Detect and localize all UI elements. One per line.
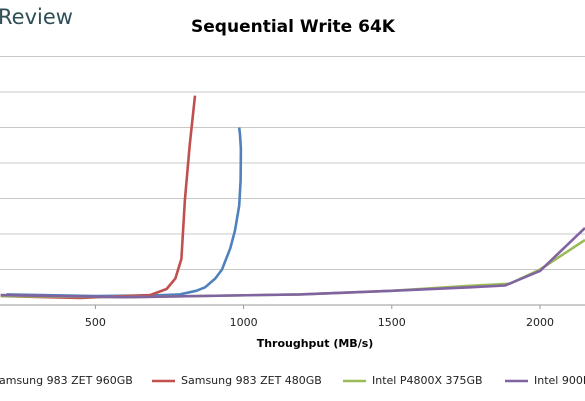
x-axis-title: Throughput (MB/s) xyxy=(257,337,374,350)
legend-label: Intel 900P xyxy=(534,374,585,387)
series-line xyxy=(0,95,197,300)
series-line xyxy=(0,227,585,299)
x-tick-label: 2000 xyxy=(526,316,554,329)
logo: Review xyxy=(0,5,73,29)
series-line xyxy=(0,238,585,299)
chart-title: Sequential Write 64K xyxy=(191,17,396,37)
x-tick-label: 1000 xyxy=(230,316,258,329)
x-tick-label: 1500 xyxy=(378,316,406,329)
legend-label: Intel P4800X 375GB xyxy=(372,374,483,387)
series-line xyxy=(6,127,243,298)
legend-label: Samsung 983 ZET 480GB xyxy=(181,374,322,387)
x-tick-label: 500 xyxy=(85,316,106,329)
legend-label: Samsung 983 ZET 960GB xyxy=(0,374,133,387)
